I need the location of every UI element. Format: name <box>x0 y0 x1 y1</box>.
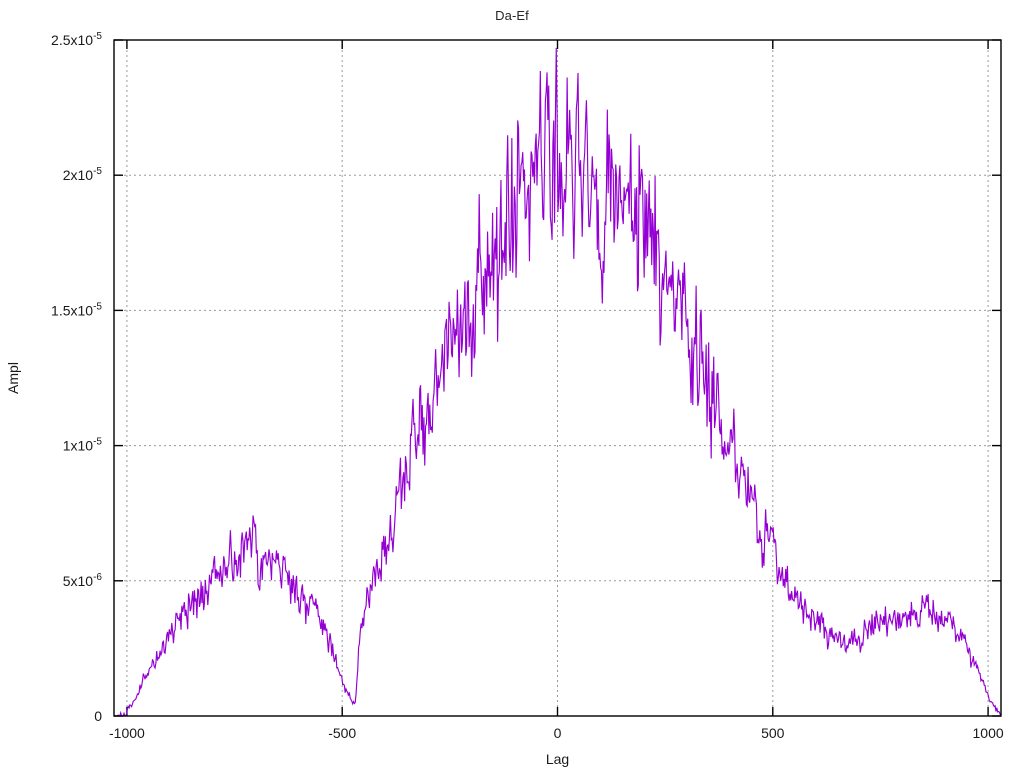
x-tick-label: -1000 <box>109 725 145 741</box>
y-tick-label: 1.5x10-5 <box>51 301 102 318</box>
y-tick-label: 2x10-5 <box>63 166 103 183</box>
x-tick-label: 0 <box>554 725 562 741</box>
series-group <box>113 47 1002 717</box>
x-tick-label: -500 <box>328 725 356 741</box>
x-tick-labels: -1000 -500 0 500 1000 <box>109 725 1004 741</box>
chart-title: Da-Ef <box>495 8 529 23</box>
x-tick-label: 500 <box>761 725 785 741</box>
y-tick-label: 2.5x10-5 <box>51 31 102 48</box>
x-tick-label: 1000 <box>973 725 1004 741</box>
y-tick-label: 1x10-5 <box>63 437 103 454</box>
y-tick-labels: 0 5x10-6 1x10-5 1.5x10-5 2x10-5 2.5x10-5 <box>51 31 102 724</box>
series-da-ef <box>113 47 1002 717</box>
y-tick-label: 0 <box>94 708 102 724</box>
x-axis-title: Lag <box>546 751 569 767</box>
y-axis-title: Ampl <box>5 362 21 394</box>
y-tick-label: 5x10-6 <box>63 572 103 589</box>
plot-frame <box>113 39 1002 717</box>
